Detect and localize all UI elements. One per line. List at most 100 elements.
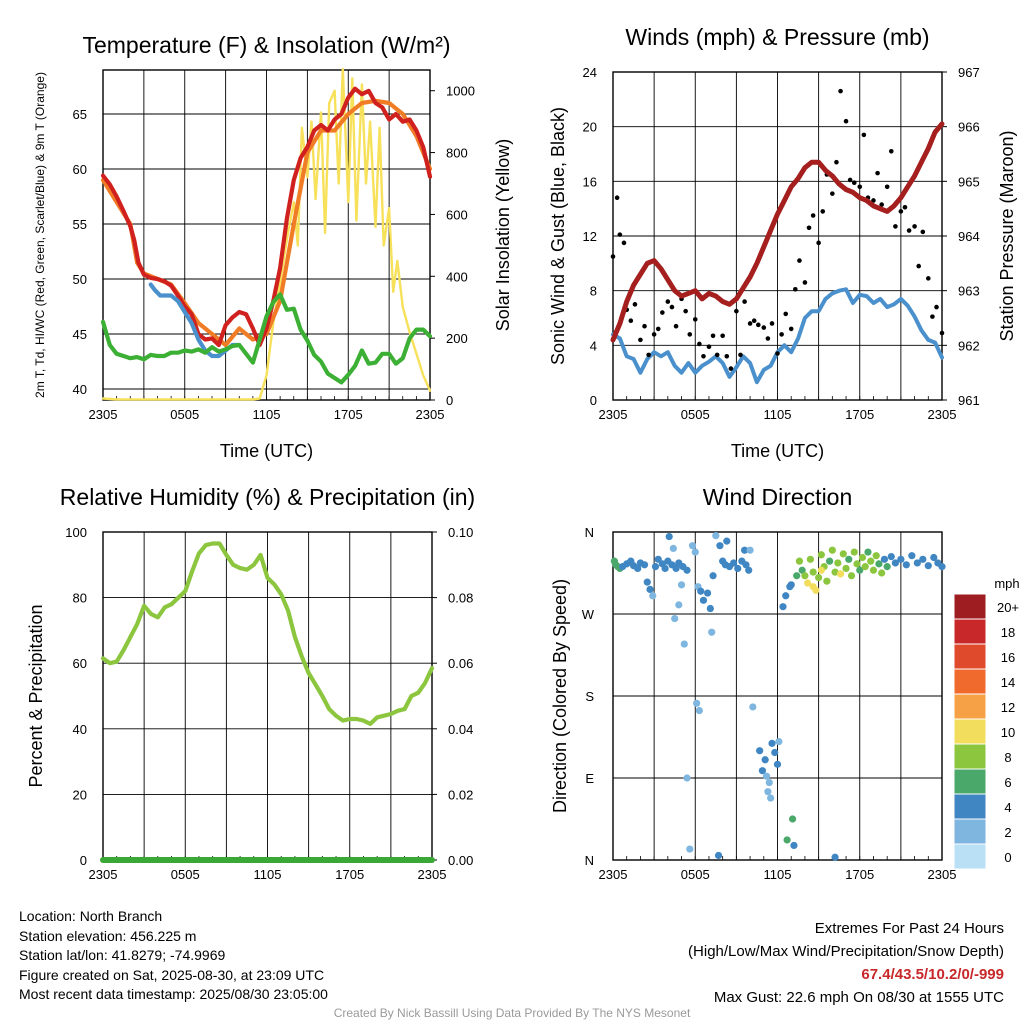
- direction-point: [730, 559, 738, 567]
- gust-point: [939, 330, 945, 336]
- direction-point: [761, 756, 769, 764]
- y-tick-label-left: N: [585, 525, 594, 540]
- gust-point: [783, 311, 789, 317]
- gust-point: [775, 351, 780, 356]
- y-tick-label-left: 40: [73, 382, 87, 397]
- direction-point: [677, 581, 686, 589]
- y-tick-label-left: 4: [590, 338, 597, 353]
- gust-point: [751, 318, 757, 324]
- direction-point: [809, 583, 817, 591]
- gust-point: [857, 184, 863, 190]
- direction-point: [708, 628, 716, 636]
- direction-point: [734, 564, 742, 573]
- gust-point: [893, 224, 898, 229]
- direction-point: [712, 532, 720, 540]
- direction-point: [640, 561, 649, 569]
- colorbar-swatch: [953, 843, 987, 870]
- y-tick-label-left: 8: [590, 284, 597, 299]
- direction-point: [669, 544, 677, 553]
- direction-point: [716, 542, 724, 550]
- colorbar-label: 6: [1004, 775, 1011, 790]
- y-tick-label-right: 0.02: [448, 787, 473, 802]
- direction-point: [861, 563, 869, 571]
- x-tick-label: 2305: [599, 867, 628, 882]
- direction-point: [697, 587, 705, 595]
- direction-point: [913, 559, 921, 567]
- colorbar-label: 16: [1001, 650, 1015, 665]
- station-location: Location: North Branch: [19, 908, 163, 924]
- direction-point: [686, 845, 694, 853]
- colorbar-title: mph: [994, 576, 1019, 591]
- x-tick-label: 2305: [928, 407, 957, 422]
- direction-point: [746, 546, 754, 554]
- credit-line: Created By Nick Bassill Using Data Provi…: [333, 1006, 691, 1020]
- direction-point: [831, 853, 839, 861]
- extremes-legend: (High/Low/Max Wind/Precipitation/Snow De…: [688, 943, 1004, 960]
- x-tick-label: 2305: [418, 867, 447, 882]
- direction-point: [828, 546, 836, 554]
- direction-point: [771, 748, 779, 757]
- direction-point: [758, 767, 767, 775]
- direction-point: [695, 706, 703, 715]
- direction-point: [924, 562, 932, 570]
- gust-point: [701, 353, 706, 359]
- y-tick-label-left: 12: [583, 229, 597, 244]
- y-axis-label-right: Solar Insolation (Yellow): [493, 139, 513, 331]
- gust-point: [765, 336, 771, 341]
- direction-point: [831, 568, 839, 576]
- gust-point: [879, 202, 884, 207]
- gust-point: [632, 302, 638, 307]
- direction-point: [793, 572, 801, 580]
- gust-point: [871, 198, 876, 203]
- gust-point: [728, 366, 734, 371]
- y-tick-label-right: 961: [958, 393, 980, 408]
- direction-point: [765, 778, 773, 787]
- y-tick-label-right: 0.00: [448, 853, 473, 868]
- direction-point: [699, 596, 708, 604]
- direction-point: [691, 548, 699, 556]
- x-tick-label: 1105: [764, 407, 792, 422]
- station-info: Location: North Branch Station elevation…: [19, 907, 328, 1005]
- direction-point: [834, 559, 842, 567]
- y-tick-label-left: 60: [73, 656, 87, 671]
- gust-point: [720, 333, 725, 339]
- pressure-line: [610, 121, 945, 343]
- colorbar-swatch: [953, 618, 987, 645]
- colorbar-swatch: [953, 693, 987, 720]
- direction-point: [790, 841, 798, 850]
- colorbar-label: 10: [1001, 725, 1015, 740]
- direction-point: [836, 570, 845, 578]
- gust-point: [687, 332, 693, 337]
- colorbar-label: 8: [1004, 750, 1011, 765]
- y-tick-label-left: 80: [73, 591, 87, 606]
- gust-point: [628, 318, 634, 324]
- gust-point: [838, 88, 843, 94]
- direction-point: [883, 563, 891, 571]
- panel-winds: [610, 71, 947, 401]
- gust-point: [638, 337, 643, 343]
- y-tick-label-left: E: [585, 771, 594, 786]
- direction-point: [661, 564, 669, 573]
- direction-point: [703, 589, 712, 597]
- chart-title: Relative Humidity (%) & Precipitation (i…: [60, 484, 475, 510]
- x-tick-label: 2305: [89, 407, 118, 422]
- direction-point: [798, 566, 806, 574]
- gust-point: [669, 304, 675, 310]
- y-tick-label-left: S: [585, 689, 594, 704]
- direction-point: [801, 572, 809, 580]
- colorbar-label: 12: [1001, 700, 1015, 715]
- direction-point: [869, 566, 878, 574]
- chart-title: Wind Direction: [703, 484, 853, 510]
- direction-point: [930, 553, 938, 562]
- y-tick-label-left: 55: [73, 217, 87, 232]
- y-tick-label-right: 966: [958, 120, 980, 135]
- colorbar-swatch: [953, 818, 987, 845]
- gust-point: [747, 321, 753, 326]
- colorbar-swatch: [953, 718, 987, 745]
- gust-point: [660, 310, 665, 315]
- direction-point: [767, 794, 775, 802]
- colorbar-swatch: [953, 743, 987, 770]
- y-tick-label-left: 16: [583, 174, 597, 189]
- x-tick-label: 0505: [681, 407, 710, 422]
